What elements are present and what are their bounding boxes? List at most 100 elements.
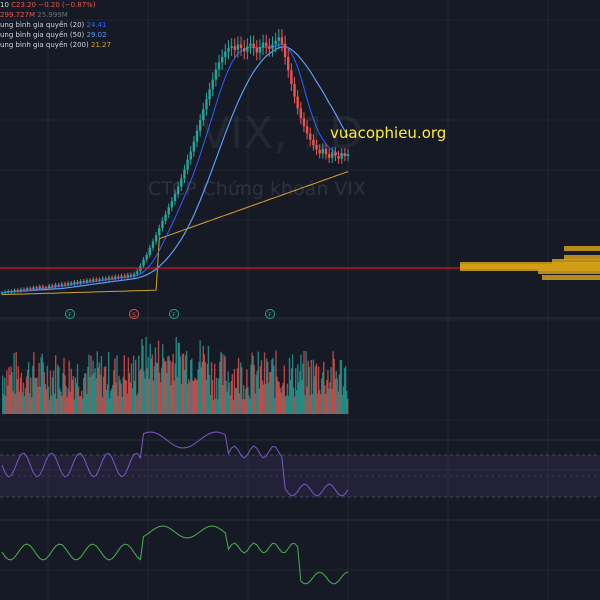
volume-bar (298, 382, 300, 414)
volume-bar (120, 383, 122, 414)
volume-bar (333, 358, 335, 414)
volume-bar (71, 379, 74, 414)
volume-bar (96, 351, 98, 414)
legend-ma200-row: ung bình gia quyền (200) 21.27 (0, 40, 111, 50)
volume-bar (65, 386, 67, 414)
candle-body (154, 235, 158, 242)
volume-bar (7, 385, 9, 414)
volume-bar (112, 384, 114, 414)
volume-bar (257, 351, 260, 414)
volume-bar (283, 365, 285, 414)
volume-bar (341, 395, 344, 414)
volume-bar (251, 352, 253, 414)
volume-bar (225, 380, 227, 414)
volume-bar (29, 393, 31, 414)
candle-body (249, 43, 252, 47)
candle-body (88, 280, 92, 282)
volume-bar (222, 384, 224, 414)
signal-marker-label: F (268, 312, 272, 319)
candle-body (95, 279, 98, 281)
volume-bar (76, 364, 79, 414)
volume-bar (77, 386, 80, 414)
volume-bar (344, 366, 347, 414)
volume-bar (94, 368, 96, 414)
volume-bar (156, 362, 159, 414)
volume-bar (262, 384, 265, 414)
candle-body (296, 96, 299, 109)
volume-bar (306, 386, 308, 414)
volume-bar (269, 372, 271, 414)
candle-body (195, 130, 199, 142)
volume-bar (42, 362, 44, 414)
candle-body (343, 153, 347, 156)
candle-body (35, 287, 38, 289)
volume-bar (37, 386, 39, 414)
volume-bar (284, 396, 287, 414)
volume-bar (171, 362, 173, 414)
volume-bar (256, 370, 258, 414)
volume-bar (242, 399, 244, 414)
volume-bar (227, 371, 229, 414)
legend-ma20-value: 24.41 (86, 21, 107, 29)
candle-body (236, 44, 240, 50)
volume-bar (162, 344, 164, 414)
volume-bar (127, 357, 130, 414)
candle-body (261, 42, 265, 48)
volume-bar (325, 394, 327, 414)
volume-bar (239, 362, 242, 414)
volume-bar (204, 361, 207, 414)
volume-bar (143, 371, 145, 414)
candle-body (136, 271, 139, 274)
volume-bar (164, 361, 166, 414)
volume-bar (332, 351, 334, 414)
candle-body (220, 57, 224, 63)
volume-bar (105, 389, 108, 414)
volume-bar (4, 377, 6, 414)
volume-bar (11, 371, 13, 414)
volume-bar (121, 396, 123, 414)
volume-bar (238, 393, 241, 414)
volume-bar (8, 367, 10, 414)
candle-body (217, 62, 221, 70)
volume-bar (244, 399, 246, 414)
candle-body (283, 43, 287, 57)
volume-bar (179, 356, 182, 414)
volume-bar (113, 370, 115, 414)
legend-close: C23.20 (11, 1, 37, 9)
volume-bar (38, 362, 40, 414)
volume-bar (315, 363, 318, 414)
volume-bar (149, 343, 151, 414)
volume-bar (264, 384, 267, 414)
volume-bar (217, 399, 219, 414)
volume-bar (111, 388, 113, 414)
volume-bar (33, 352, 35, 414)
candle-body (98, 279, 101, 281)
volume-bar (340, 360, 343, 414)
volume-bar (70, 368, 72, 414)
volume-bar (295, 368, 297, 414)
signal-marker (65, 309, 75, 319)
candle-body (16, 290, 19, 292)
candle-body (79, 281, 82, 283)
candle-body (189, 151, 192, 160)
volume-bar (165, 360, 167, 414)
volume-bar (216, 377, 218, 414)
volume-bar (210, 362, 213, 414)
volume-bar (253, 364, 255, 414)
candle-body (239, 44, 243, 48)
volume-bar (185, 350, 188, 414)
volume-bar (88, 354, 90, 414)
volume-bar (155, 362, 158, 414)
candle-body (19, 289, 23, 291)
volume-bar (293, 396, 296, 414)
volume-profile-bar (552, 259, 600, 264)
volume-bar (157, 340, 160, 414)
volume-bar (195, 379, 197, 414)
candle-body (205, 99, 208, 110)
candle-body (255, 48, 258, 53)
volume-bar (265, 358, 268, 414)
volume-bar (139, 371, 141, 414)
candle-body (299, 108, 303, 119)
candle-body (233, 46, 236, 50)
